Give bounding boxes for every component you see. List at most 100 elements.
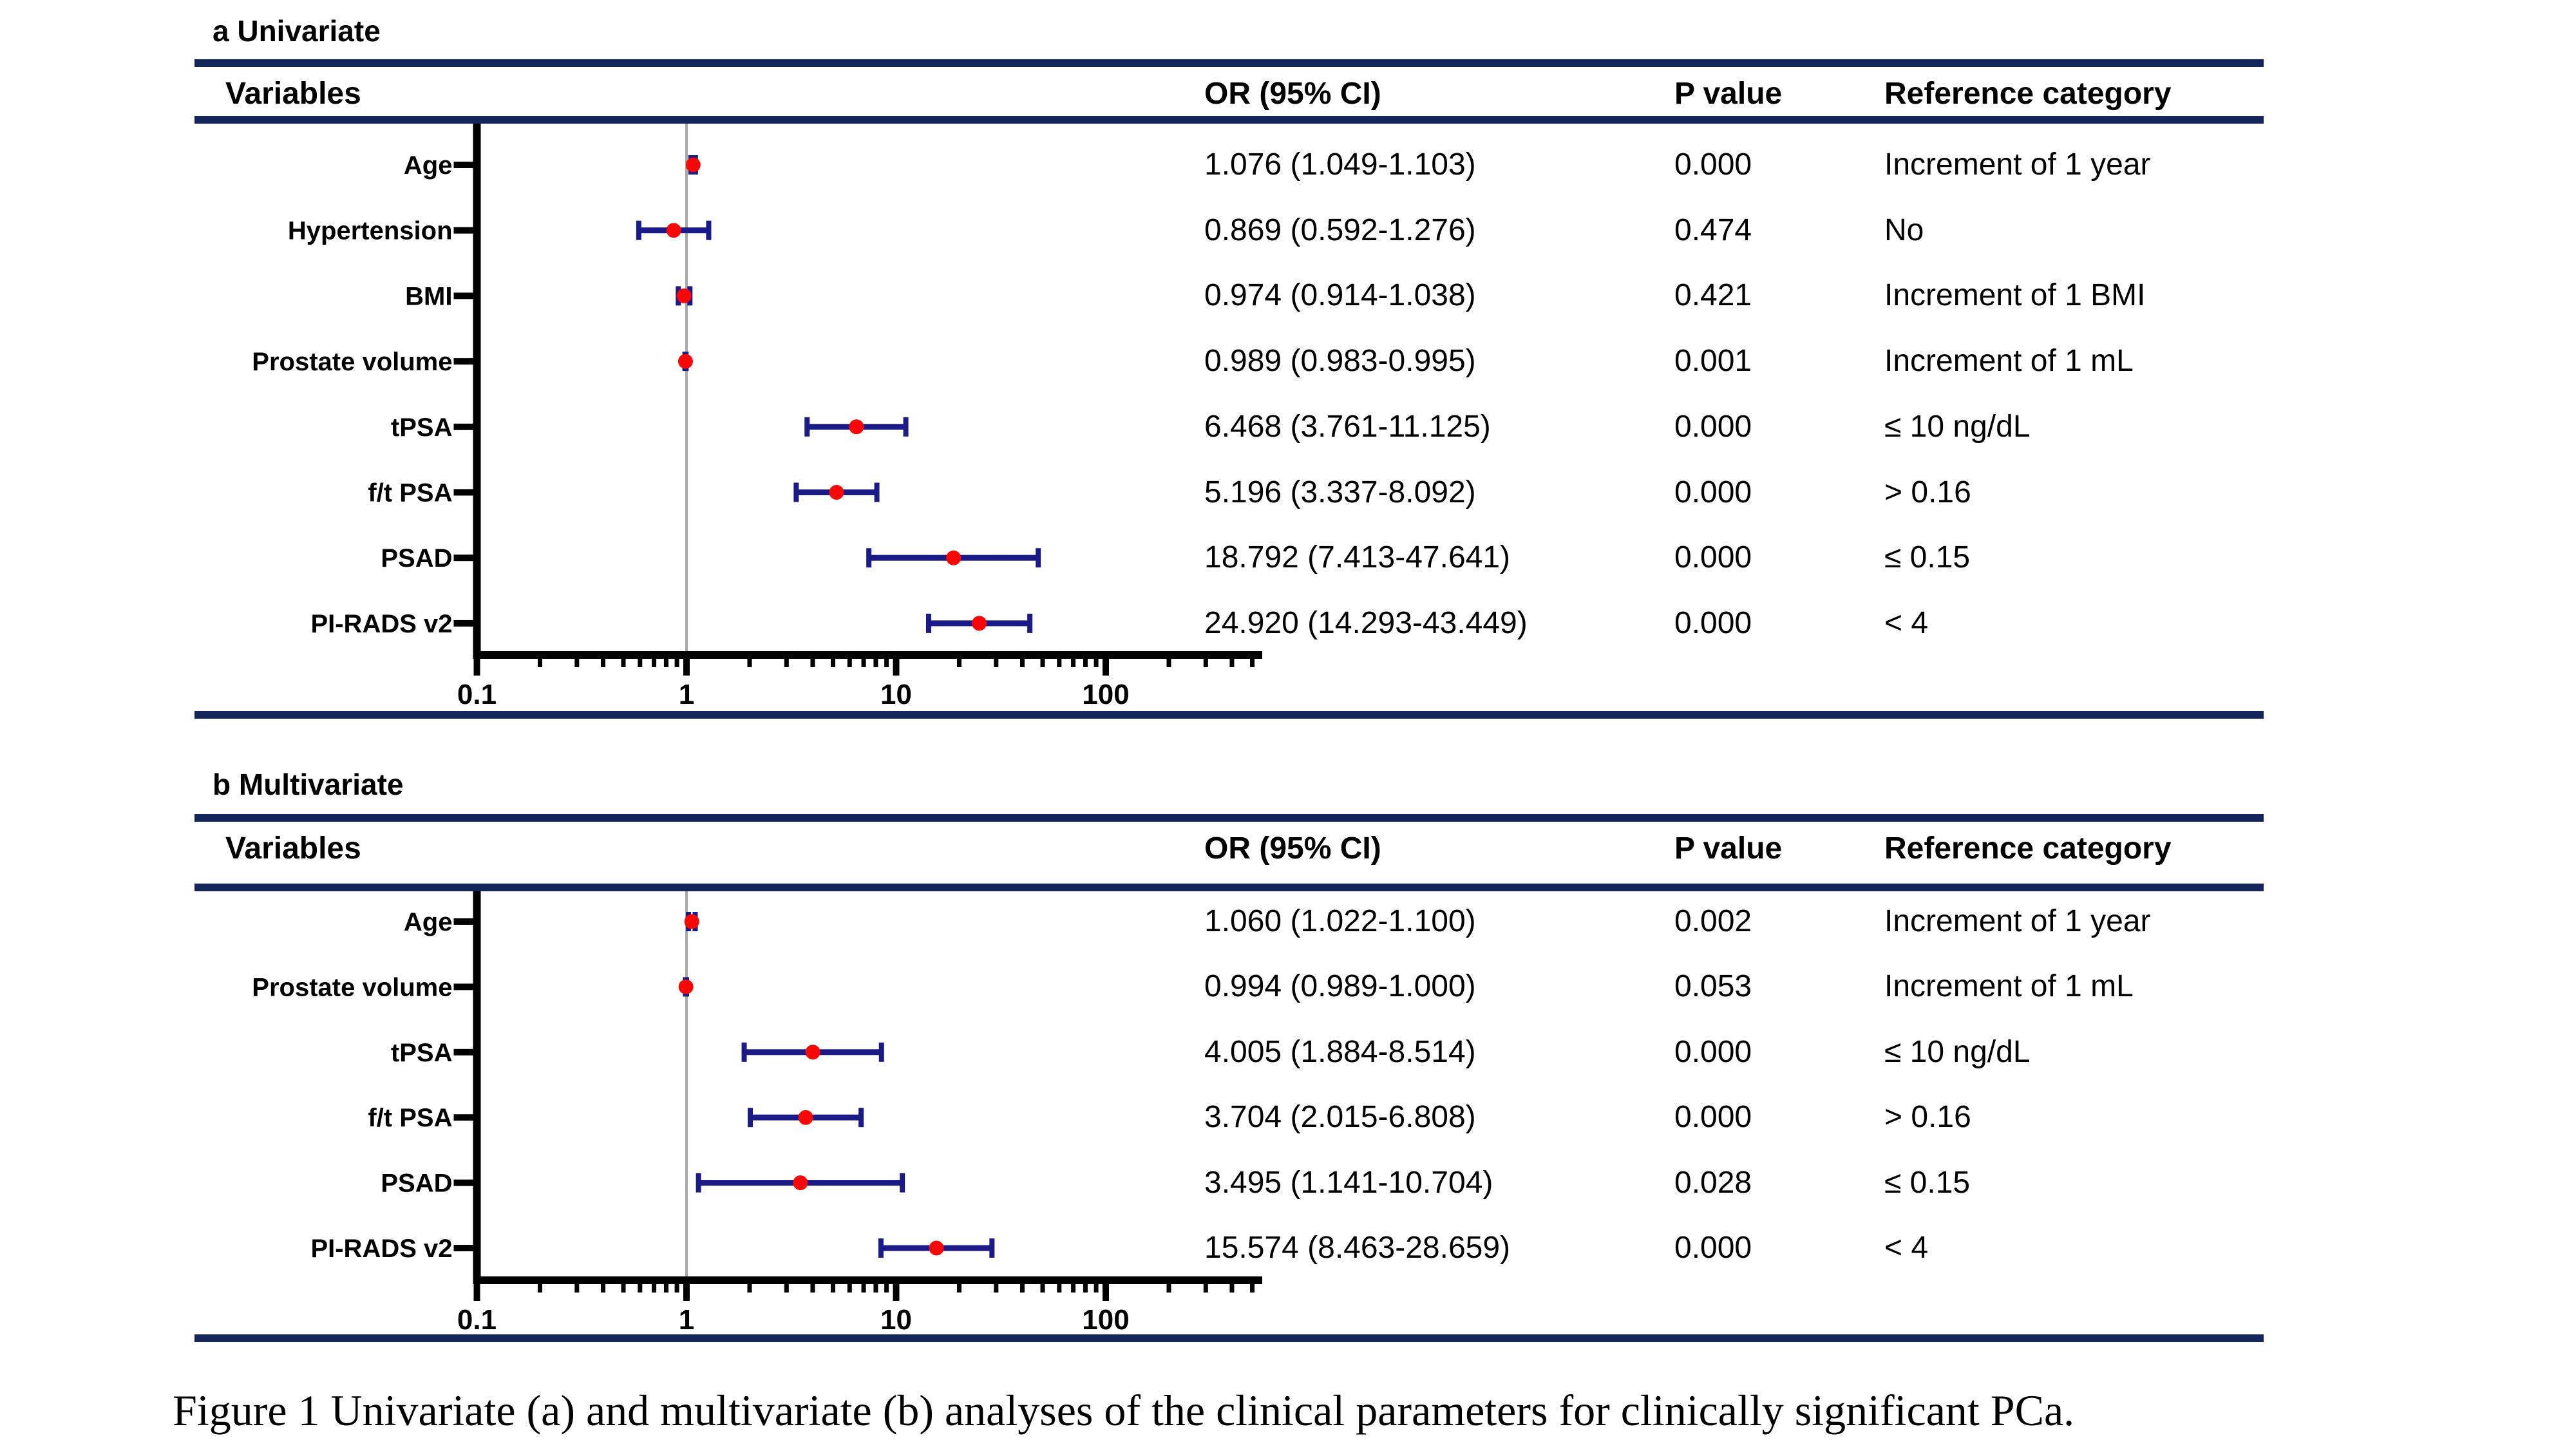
x-axis-minor-tick [1071, 659, 1076, 667]
y-axis-row-tick [453, 1179, 473, 1186]
x-axis-tick-label: 1 [679, 679, 694, 710]
column-header-reference: Reference category [1884, 831, 2172, 866]
x-axis-minor-tick [810, 659, 815, 667]
p-value-cell: 0.000 [1674, 605, 1752, 640]
x-axis-minor-tick [1057, 1284, 1062, 1293]
x-axis-minor-tick [600, 1284, 605, 1293]
x-axis-minor-tick [747, 659, 752, 667]
variable-label: PSAD [381, 544, 452, 573]
x-axis-minor-tick [1094, 1284, 1099, 1293]
x-axis-minor-tick [884, 1284, 889, 1293]
y-axis-row-tick [453, 620, 473, 627]
x-axis-major-tick [1103, 1284, 1109, 1301]
reference-cell: ≤ 10 ng/dL [1884, 1034, 2031, 1069]
or-marker-dot [849, 419, 864, 435]
column-header-or-ci: OR (95% CI) [1204, 77, 1381, 111]
p-value-cell: 0.000 [1674, 1100, 1752, 1135]
ci-cap-high [878, 1042, 884, 1062]
x-axis-minor-tick [1019, 1284, 1025, 1293]
or-marker-dot [677, 354, 693, 369]
x-axis-major-tick [683, 1284, 690, 1301]
x-axis-minor-tick [621, 1284, 626, 1293]
y-axis-row-tick [453, 358, 473, 365]
y-axis-row-tick [453, 983, 473, 990]
p-value-cell: 0.000 [1674, 540, 1752, 575]
ci-cap-low [804, 417, 810, 437]
x-axis-minor-tick [810, 1284, 815, 1293]
x-axis-minor-tick [1203, 659, 1208, 667]
y-axis-row-tick [453, 554, 473, 562]
column-header-variables: Variables [225, 77, 361, 111]
p-value-cell: 0.053 [1674, 969, 1752, 1004]
y-axis-row-tick [453, 292, 473, 299]
or-ci-cell: 0.994 (0.989-1.000) [1204, 969, 1476, 1004]
p-value-cell: 0.001 [1674, 344, 1752, 379]
ci-cap-low [748, 1108, 753, 1128]
or-marker-dot [666, 223, 681, 238]
or-ci-cell: 15.574 (8.463-28.659) [1204, 1231, 1511, 1265]
ci-cap-high [900, 1173, 905, 1193]
reference-cell: Increment of 1 BMI [1884, 278, 2146, 313]
x-axis-minor-tick [574, 1284, 580, 1293]
x-axis-tick-label: 10 [880, 679, 912, 710]
or-marker-dot [793, 1175, 808, 1191]
or-marker-dot [798, 1110, 813, 1125]
reference-cell: Increment of 1 mL [1884, 969, 2134, 1004]
y-axis-row-tick [453, 1114, 473, 1121]
column-header-p-value: P value [1674, 77, 1783, 111]
x-axis-minor-tick [861, 1284, 866, 1293]
reference-cell: No [1884, 213, 1924, 247]
variable-label: PI-RADS v2 [310, 1235, 452, 1263]
x-axis-minor-tick [884, 659, 889, 667]
reference-cell: ≤ 0.15 [1884, 540, 1971, 575]
variable-label: PI-RADS v2 [310, 610, 452, 638]
reference-line [685, 891, 688, 1276]
column-header-reference: Reference category [1884, 77, 2172, 111]
or-ci-cell: 24.920 (14.293-43.449) [1204, 605, 1528, 640]
p-value-cell: 0.474 [1674, 213, 1752, 247]
x-axis-minor-tick [1071, 1284, 1076, 1293]
ci-cap-low [878, 1238, 884, 1258]
variable-label: Age [404, 151, 453, 180]
or-ci-cell: 5.196 (3.337-8.092) [1204, 475, 1476, 509]
x-axis-minor-tick [537, 659, 542, 667]
divider-rule [194, 59, 2264, 67]
ci-cap-high [1036, 548, 1041, 568]
divider-rule [194, 116, 2264, 124]
ci-cap-low [925, 613, 931, 633]
x-axis-minor-tick [663, 659, 668, 667]
variable-label: Prostate volume [252, 973, 452, 1001]
or-ci-cell: 0.974 (0.914-1.038) [1204, 278, 1476, 313]
or-marker-dot [829, 485, 844, 500]
x-axis-major-tick [893, 659, 900, 676]
variable-label: tPSA [391, 413, 453, 442]
divider-rule [194, 884, 2264, 891]
ci-cap-high [903, 417, 909, 437]
ci-cap-low [636, 220, 641, 240]
x-axis-minor-tick [638, 1284, 643, 1293]
column-header-or-ci: OR (95% CI) [1204, 831, 1381, 866]
or-marker-dot [685, 157, 701, 173]
x-axis-tick-label: 100 [1082, 679, 1129, 710]
or-ci-cell: 18.792 (7.413-47.641) [1204, 540, 1511, 575]
ci-cap-low [866, 548, 872, 568]
column-header-p-value: P value [1674, 831, 1783, 866]
x-axis-minor-tick [574, 659, 580, 667]
x-axis-minor-tick [956, 659, 961, 667]
variable-label: tPSA [391, 1039, 453, 1067]
x-axis-major-tick [1103, 659, 1109, 676]
x-axis-minor-tick [638, 659, 643, 667]
p-value-cell: 0.000 [1674, 475, 1752, 509]
y-axis-row-tick [453, 162, 473, 168]
reference-cell: ≤ 10 ng/dL [1884, 409, 2031, 444]
p-value-cell: 0.000 [1674, 409, 1752, 444]
x-axis-minor-tick [747, 1284, 752, 1293]
divider-rule [194, 1334, 2264, 1342]
x-axis-minor-tick [1229, 1284, 1235, 1293]
x-axis-tick-label: 0.1 [457, 679, 497, 710]
x-axis-minor-tick [1250, 1284, 1255, 1293]
x-axis-minor-tick [1040, 1284, 1045, 1293]
y-axis-spine [473, 891, 481, 1284]
x-axis-minor-tick [1166, 659, 1171, 667]
